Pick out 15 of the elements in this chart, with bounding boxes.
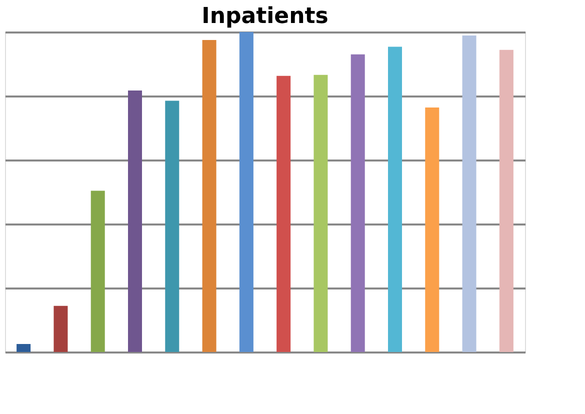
bar: [276, 76, 291, 352]
bar: [388, 46, 402, 352]
bar: [165, 100, 180, 352]
bar: [350, 54, 365, 352]
bar: [90, 190, 105, 352]
bar: [462, 36, 476, 352]
bar: [499, 50, 514, 352]
chart-title: Inpatients: [202, 4, 328, 29]
bar: [425, 108, 440, 352]
bar: [202, 40, 216, 352]
bar: [54, 306, 68, 352]
bar: [128, 90, 142, 352]
bar: [239, 32, 254, 352]
bar: [16, 344, 31, 352]
bar: [314, 74, 328, 352]
